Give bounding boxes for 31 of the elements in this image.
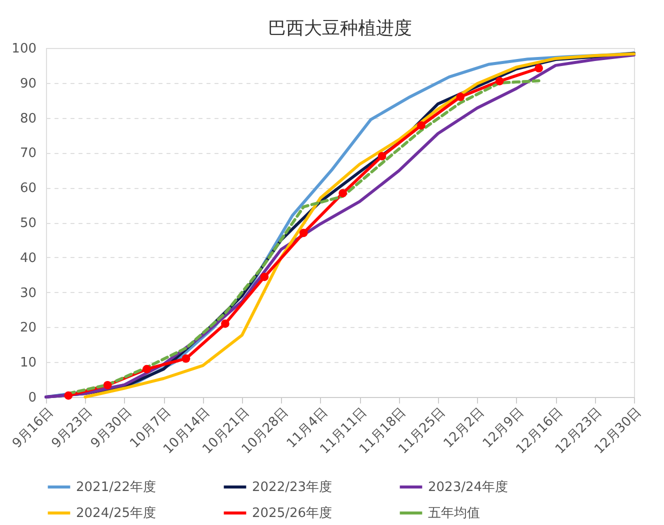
y-tick-label: 10 <box>20 356 36 371</box>
y-tick-label: 90 <box>20 76 36 92</box>
point <box>221 320 230 328</box>
chart-title: 巴西大豆种植进度 <box>268 18 412 39</box>
y-tick-label: 0 <box>28 390 36 406</box>
point <box>534 64 543 72</box>
point <box>378 152 386 160</box>
y-tick-label: 100 <box>12 42 36 56</box>
y-tick-label: 20 <box>20 320 36 336</box>
point <box>299 228 308 238</box>
point <box>417 121 426 130</box>
legend-label: 2023/24年度 <box>428 479 508 495</box>
point <box>495 76 504 86</box>
y-tick-label: 80 <box>20 111 36 126</box>
y-tick-label: 30 <box>20 286 36 301</box>
point <box>260 272 269 282</box>
y-tick-label: 70 <box>20 146 36 162</box>
point <box>103 380 112 390</box>
legend-label: 2022/23年度 <box>252 479 332 495</box>
legend-label: 2024/25年度 <box>76 505 156 521</box>
legend-label: 2021/22年度 <box>76 479 156 495</box>
legend-label: 2025/26年度 <box>252 505 332 521</box>
point <box>142 364 151 374</box>
point <box>338 189 347 198</box>
point <box>456 92 465 102</box>
legend-label: 五年均值 <box>428 506 480 521</box>
y-tick-label: 60 <box>20 181 36 196</box>
point <box>64 391 73 400</box>
y-tick-label: 40 <box>20 250 36 266</box>
y-tick-label: 50 <box>20 216 36 231</box>
point <box>182 354 190 363</box>
